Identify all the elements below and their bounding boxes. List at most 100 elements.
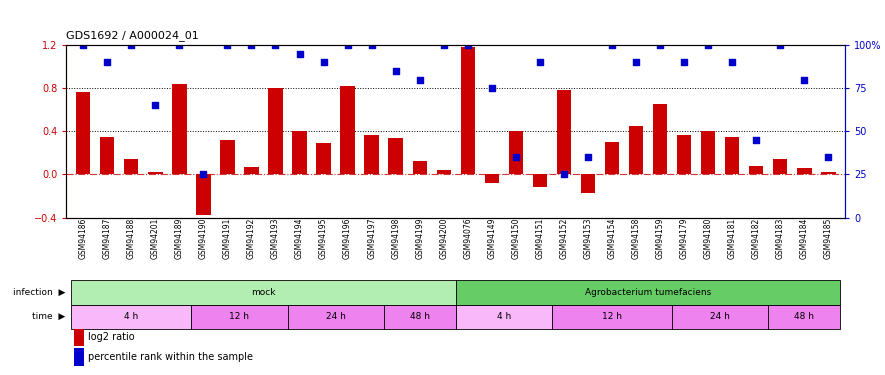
Text: 48 h: 48 h [410,312,430,321]
Bar [74,348,83,366]
Text: GSM94179: GSM94179 [680,217,689,259]
Text: GSM94076: GSM94076 [463,217,473,259]
Point [509,154,523,160]
Bar [552,304,672,329]
Bar [509,131,523,174]
Bar [124,159,138,174]
Bar [725,136,739,174]
Point [773,42,788,48]
Bar [533,174,547,188]
Text: GSM94183: GSM94183 [776,217,785,259]
Text: GSM94193: GSM94193 [271,217,280,259]
Text: infection  ▶: infection ▶ [13,288,65,297]
Point [220,42,235,48]
Point [292,51,306,57]
Text: GSM94149: GSM94149 [488,217,496,259]
Point [629,59,643,65]
Text: GSM94182: GSM94182 [751,217,761,259]
Text: GSM94199: GSM94199 [415,217,424,259]
Text: GSM94189: GSM94189 [175,217,184,259]
Bar [76,93,90,174]
Bar [485,174,499,183]
Bar [653,104,667,174]
Text: 12 h: 12 h [229,312,250,321]
Point [461,42,475,48]
Text: 24 h: 24 h [711,312,730,321]
Point [412,76,427,82]
Bar [316,143,331,174]
Text: GSM94194: GSM94194 [295,217,304,259]
Bar [821,172,835,174]
Point [485,85,499,91]
Point [173,42,187,48]
Text: mock: mock [251,288,276,297]
Text: GSM94158: GSM94158 [632,217,641,259]
Text: GSM94198: GSM94198 [391,217,400,259]
Text: GSM94184: GSM94184 [800,217,809,259]
Text: GSM94192: GSM94192 [247,217,256,259]
Bar [677,135,691,174]
Point [677,59,691,65]
Bar [71,304,191,329]
Text: GSM94151: GSM94151 [535,217,544,259]
Point [797,76,812,82]
Text: 24 h: 24 h [326,312,345,321]
Text: GSM94180: GSM94180 [704,217,712,259]
Text: GSM94181: GSM94181 [727,217,736,259]
Bar [292,131,307,174]
Text: GSM94200: GSM94200 [439,217,449,259]
Bar [148,172,163,174]
Text: GDS1692 / A000024_01: GDS1692 / A000024_01 [66,30,199,41]
Text: 4 h: 4 h [496,312,511,321]
Text: GSM94153: GSM94153 [583,217,592,259]
Bar [604,142,620,174]
Bar [244,167,258,174]
Point [76,42,90,48]
Bar [768,304,841,329]
Text: GSM94187: GSM94187 [103,217,112,259]
Bar [456,280,841,304]
Text: GSM94191: GSM94191 [223,217,232,259]
Point [653,42,667,48]
Bar [389,138,403,174]
Text: Agrobacterium tumefaciens: Agrobacterium tumefaciens [585,288,712,297]
Point [725,59,739,65]
Text: percentile rank within the sample: percentile rank within the sample [88,352,253,362]
Point [341,42,355,48]
Text: GSM94154: GSM94154 [607,217,617,259]
Bar [74,329,83,346]
Bar [365,135,379,174]
Bar [196,174,211,215]
Bar [773,159,788,174]
Bar [629,126,643,174]
Point [365,42,379,48]
Bar [412,162,427,174]
Point [148,102,162,108]
Point [124,42,138,48]
Bar [384,304,456,329]
Text: GSM94185: GSM94185 [824,217,833,259]
Bar [557,90,571,174]
Point [436,42,450,48]
Bar [173,84,187,174]
Text: GSM94197: GSM94197 [367,217,376,259]
Point [389,68,403,74]
Bar [797,168,812,174]
Text: GSM94196: GSM94196 [343,217,352,259]
Text: GSM94201: GSM94201 [150,217,160,259]
Point [533,59,547,65]
Point [701,42,715,48]
Point [581,154,595,160]
Bar [268,88,282,174]
Point [244,42,258,48]
Point [750,137,764,143]
Text: GSM94188: GSM94188 [127,217,135,259]
Bar [456,304,552,329]
Point [605,42,620,48]
Bar [191,304,288,329]
Point [100,59,114,65]
Bar [701,131,715,174]
Text: GSM94190: GSM94190 [199,217,208,259]
Bar [436,170,451,174]
Text: time  ▶: time ▶ [32,312,65,321]
